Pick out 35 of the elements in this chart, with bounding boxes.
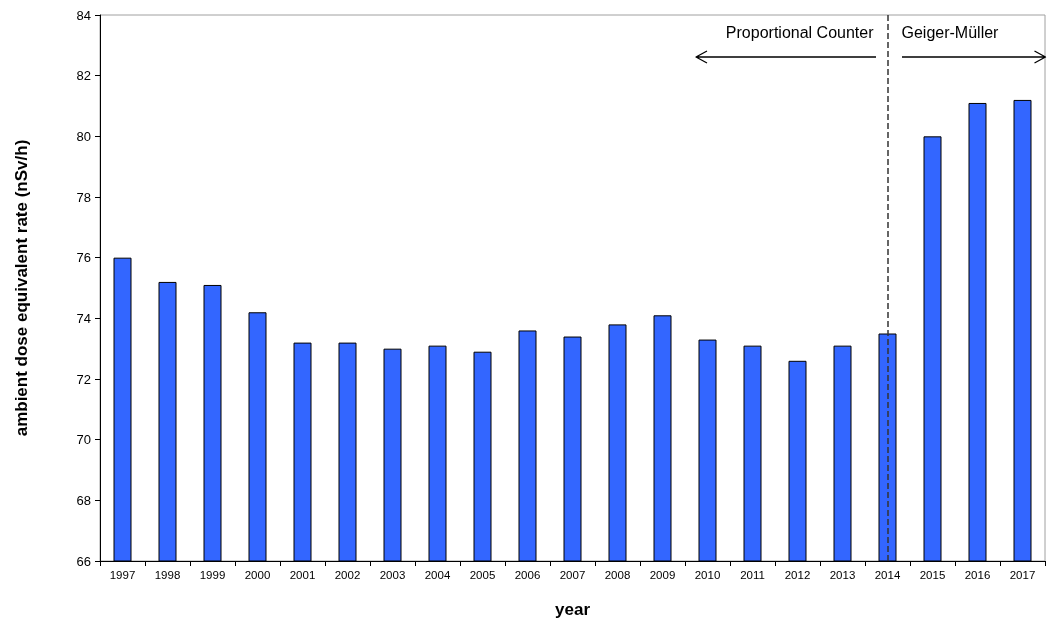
y-tick-label: 66 [76, 553, 91, 569]
x-tick-label: 2014 [874, 569, 901, 581]
x-tick-label: 2009 [649, 569, 676, 581]
x-tick-label: 2008 [604, 569, 631, 581]
x-tick-label: 2011 [740, 569, 765, 581]
x-tick-label: 2012 [784, 569, 811, 581]
y-tick-label: 76 [76, 250, 91, 266]
x-tick-label: 2013 [829, 569, 856, 581]
y-tick-label: 80 [76, 128, 91, 144]
annotation: Proportional Counter [725, 24, 874, 42]
x-tick-label: 2007 [559, 569, 586, 581]
annotation: Geiger-Müller [901, 24, 999, 42]
x-tick-label: 2003 [379, 569, 406, 581]
y-tick-label: 68 [76, 492, 91, 508]
y-tick-label: 72 [76, 371, 91, 387]
x-tick-label: 2005 [469, 569, 496, 581]
y-tick-label: 82 [76, 68, 91, 84]
x-tick-label: 2017 [1009, 569, 1036, 581]
x-tick-label: 1997 [109, 569, 136, 581]
x-tick-label: 2004 [424, 569, 451, 581]
x-tick-label: 2000 [244, 569, 271, 581]
x-tick-label: 1998 [154, 569, 181, 581]
x-tick-label: 2002 [334, 569, 361, 581]
x-tick-label: 2010 [694, 569, 721, 581]
x-tick-label: 2016 [964, 569, 991, 581]
x-tick-label: 2015 [919, 569, 946, 581]
y-tick-label: 70 [76, 432, 91, 448]
y-tick-label: 84 [76, 7, 91, 23]
y-axis-title: ambient dose equivalent rate (nSv/h) [12, 139, 31, 437]
y-tick-label: 74 [76, 310, 91, 326]
x-tick-label: 1999 [199, 569, 226, 581]
x-tick-label: 2006 [514, 569, 541, 581]
y-tick-label: 78 [76, 189, 91, 205]
x-tick-label: 2001 [289, 569, 316, 581]
x-axis-title: year [555, 600, 591, 619]
